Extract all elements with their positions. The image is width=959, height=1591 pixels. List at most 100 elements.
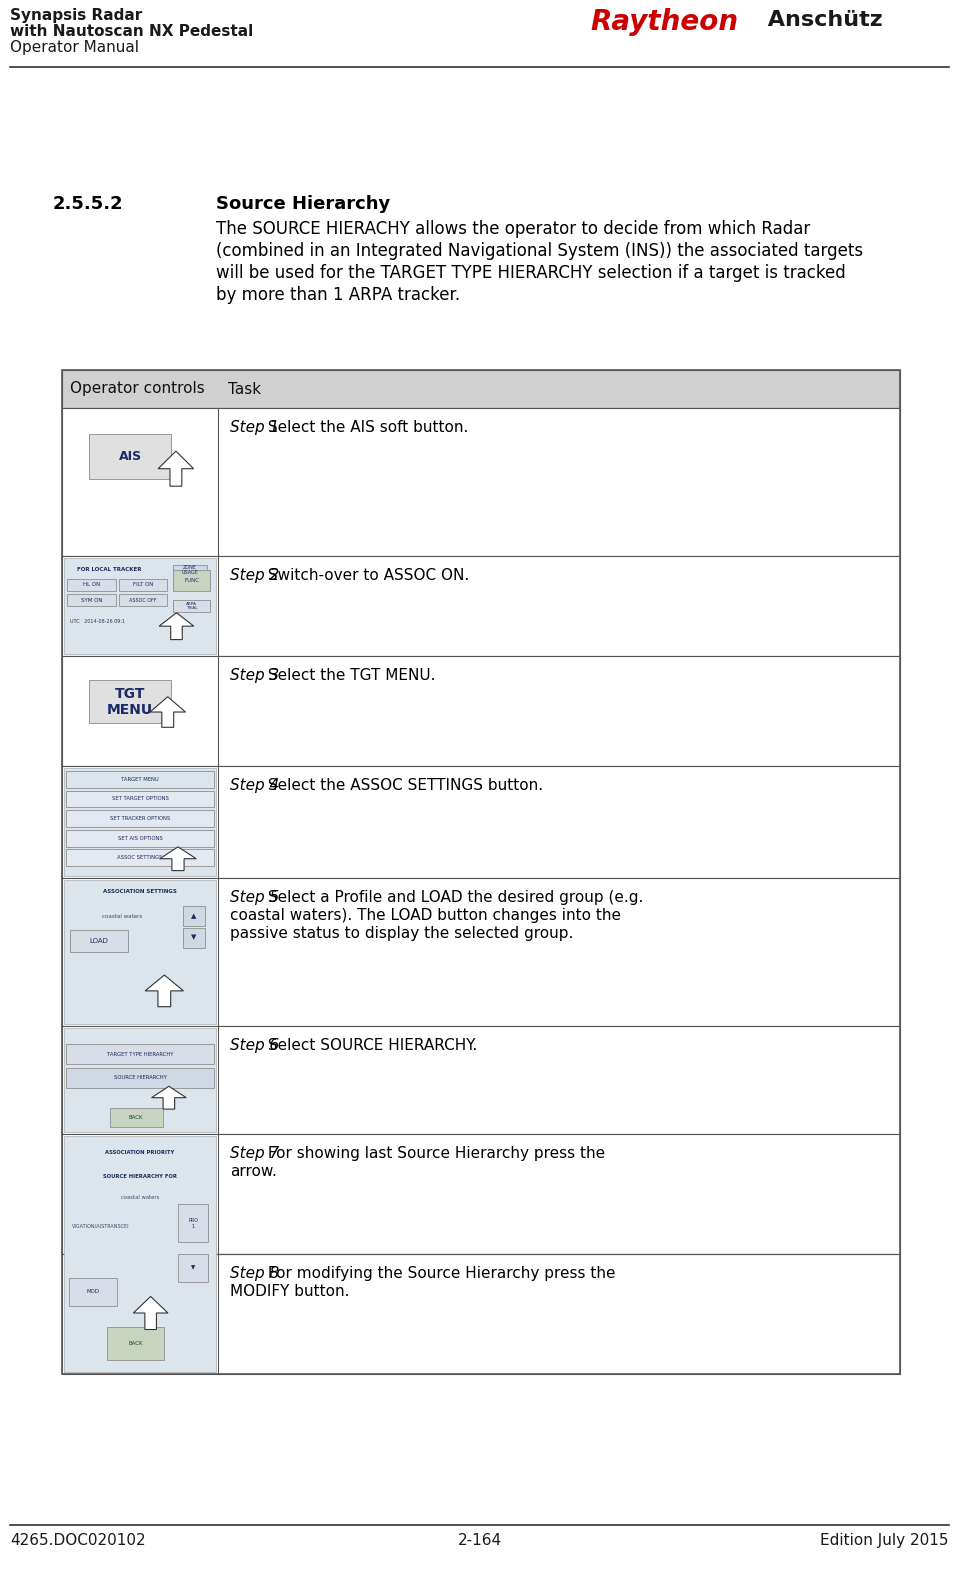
Text: LOAD: LOAD — [89, 939, 108, 943]
Text: Step 4: Step 4 — [230, 778, 279, 792]
Text: For showing last Source Hierarchy press the: For showing last Source Hierarchy press … — [263, 1146, 605, 1161]
Bar — [66, 791, 214, 807]
Bar — [62, 878, 900, 1026]
Text: Step 2: Step 2 — [230, 568, 279, 582]
Text: 2.5.5.2: 2.5.5.2 — [53, 196, 124, 213]
Text: ▼: ▼ — [191, 1266, 196, 1271]
Text: Step 5: Step 5 — [230, 889, 279, 905]
Bar — [62, 1254, 900, 1375]
Text: For modifying the Source Hierarchy press the: For modifying the Source Hierarchy press… — [263, 1266, 616, 1281]
Text: by more than 1 ARPA tracker.: by more than 1 ARPA tracker. — [216, 286, 460, 304]
Bar — [64, 768, 216, 877]
Text: Synapsis Radar: Synapsis Radar — [10, 8, 142, 22]
Text: BACK: BACK — [129, 1115, 144, 1120]
Text: Operator controls: Operator controls — [70, 382, 205, 396]
Text: FUNC: FUNC — [184, 578, 199, 582]
Text: HL ON: HL ON — [82, 582, 100, 587]
Text: Step 6: Step 6 — [230, 1037, 279, 1053]
Text: Step 8: Step 8 — [230, 1266, 279, 1281]
Text: TGT
MENU: TGT MENU — [107, 687, 153, 718]
Text: MODIFY button.: MODIFY button. — [230, 1284, 349, 1298]
Bar — [106, 1327, 164, 1360]
Text: FILT ON: FILT ON — [133, 582, 153, 587]
Text: will be used for the TARGET TYPE HIERARCHY selection if a target is tracked: will be used for the TARGET TYPE HIERARC… — [216, 264, 846, 282]
Text: ▲: ▲ — [191, 913, 197, 920]
Text: ASSOCIATION PRIORITY: ASSOCIATION PRIORITY — [105, 1150, 175, 1155]
Bar — [174, 570, 210, 590]
Text: ASSOC SETTINGS: ASSOC SETTINGS — [117, 856, 163, 861]
Bar — [68, 1278, 117, 1306]
Bar — [119, 595, 168, 606]
Bar — [62, 371, 900, 1375]
Bar — [62, 655, 900, 765]
Text: (combined in an Integrated Navigational System (INS)) the associated targets: (combined in an Integrated Navigational … — [216, 242, 863, 259]
Bar — [66, 772, 214, 788]
Text: ARPA
TRIAL: ARPA TRIAL — [186, 601, 198, 611]
Bar — [178, 1204, 208, 1243]
Text: UTC   2014-08-26 09:1: UTC 2014-08-26 09:1 — [70, 619, 125, 624]
Text: AIS: AIS — [119, 450, 142, 463]
Text: Step 7: Step 7 — [230, 1146, 279, 1161]
Bar — [67, 595, 116, 606]
Text: MOD: MOD — [86, 1289, 100, 1293]
Bar — [64, 1028, 216, 1133]
Bar — [174, 565, 207, 576]
Text: Switch-over to ASSOC ON.: Switch-over to ASSOC ON. — [263, 568, 469, 582]
Bar — [89, 681, 171, 724]
Text: 4265.DOC020102: 4265.DOC020102 — [10, 1534, 146, 1548]
Text: Edition July 2015: Edition July 2015 — [821, 1534, 949, 1548]
Bar — [66, 1044, 214, 1064]
Bar — [62, 407, 900, 555]
Text: Step 3: Step 3 — [230, 668, 279, 683]
Text: SOURCE HIERARCHY FOR: SOURCE HIERARCHY FOR — [103, 1174, 177, 1179]
Text: Select the TGT MENU.: Select the TGT MENU. — [263, 668, 435, 683]
Bar — [62, 1026, 900, 1134]
Bar — [62, 1134, 900, 1254]
Text: coastal waters: coastal waters — [121, 1195, 159, 1200]
Text: SYM ON: SYM ON — [81, 598, 102, 603]
Text: passive status to display the selected group.: passive status to display the selected g… — [230, 926, 573, 940]
Text: Source Hierarchy: Source Hierarchy — [216, 196, 390, 213]
Text: arrow.: arrow. — [230, 1165, 277, 1179]
Bar — [62, 371, 900, 407]
Polygon shape — [158, 452, 194, 487]
Text: Operator Manual: Operator Manual — [10, 40, 139, 56]
Bar — [182, 928, 205, 948]
Text: coastal waters: coastal waters — [102, 913, 142, 918]
Bar — [178, 1254, 208, 1282]
Text: The SOURCE HIERACHY allows the operator to decide from which Radar: The SOURCE HIERACHY allows the operator … — [216, 220, 810, 239]
Text: Step 1: Step 1 — [230, 420, 279, 434]
Bar — [66, 1068, 214, 1088]
Bar — [66, 831, 214, 846]
Text: TARGET MENU: TARGET MENU — [121, 776, 159, 781]
Text: TARGET TYPE HIERARCHY: TARGET TYPE HIERARCHY — [106, 1052, 174, 1056]
Text: Anschütz: Anschütz — [760, 10, 882, 30]
Text: 2-164: 2-164 — [457, 1534, 502, 1548]
Text: SOURCE HIERARCHY: SOURCE HIERARCHY — [113, 1076, 167, 1080]
Bar — [62, 555, 900, 655]
Text: SET AIS OPTIONS: SET AIS OPTIONS — [118, 835, 162, 840]
Bar — [64, 880, 216, 1025]
Bar — [62, 765, 900, 878]
Bar — [109, 1107, 163, 1126]
Text: Select SOURCE HIERARCHY.: Select SOURCE HIERARCHY. — [263, 1037, 478, 1053]
Bar — [174, 600, 210, 613]
Text: VIGATION/AISTRANSCEI: VIGATION/AISTRANSCEI — [72, 1223, 129, 1228]
Bar — [66, 810, 214, 827]
Bar — [182, 905, 205, 926]
Bar — [119, 579, 168, 590]
Polygon shape — [159, 613, 194, 640]
Polygon shape — [150, 697, 185, 727]
Bar — [66, 850, 214, 866]
Polygon shape — [152, 1087, 186, 1109]
Bar — [67, 579, 116, 590]
Text: SET TRACKER OPTIONS: SET TRACKER OPTIONS — [110, 816, 170, 821]
Text: ASSOCIATION SETTINGS: ASSOCIATION SETTINGS — [103, 889, 177, 894]
Text: ▼: ▼ — [191, 934, 197, 940]
Text: Raytheon: Raytheon — [590, 8, 738, 37]
Text: BACK: BACK — [129, 1341, 143, 1346]
Text: PRO
1: PRO 1 — [188, 1219, 199, 1228]
Text: Task: Task — [228, 382, 261, 396]
Text: ASSOC OFF: ASSOC OFF — [129, 598, 156, 603]
Text: Select a Profile and LOAD the desired group (e.g.: Select a Profile and LOAD the desired gr… — [263, 889, 643, 905]
